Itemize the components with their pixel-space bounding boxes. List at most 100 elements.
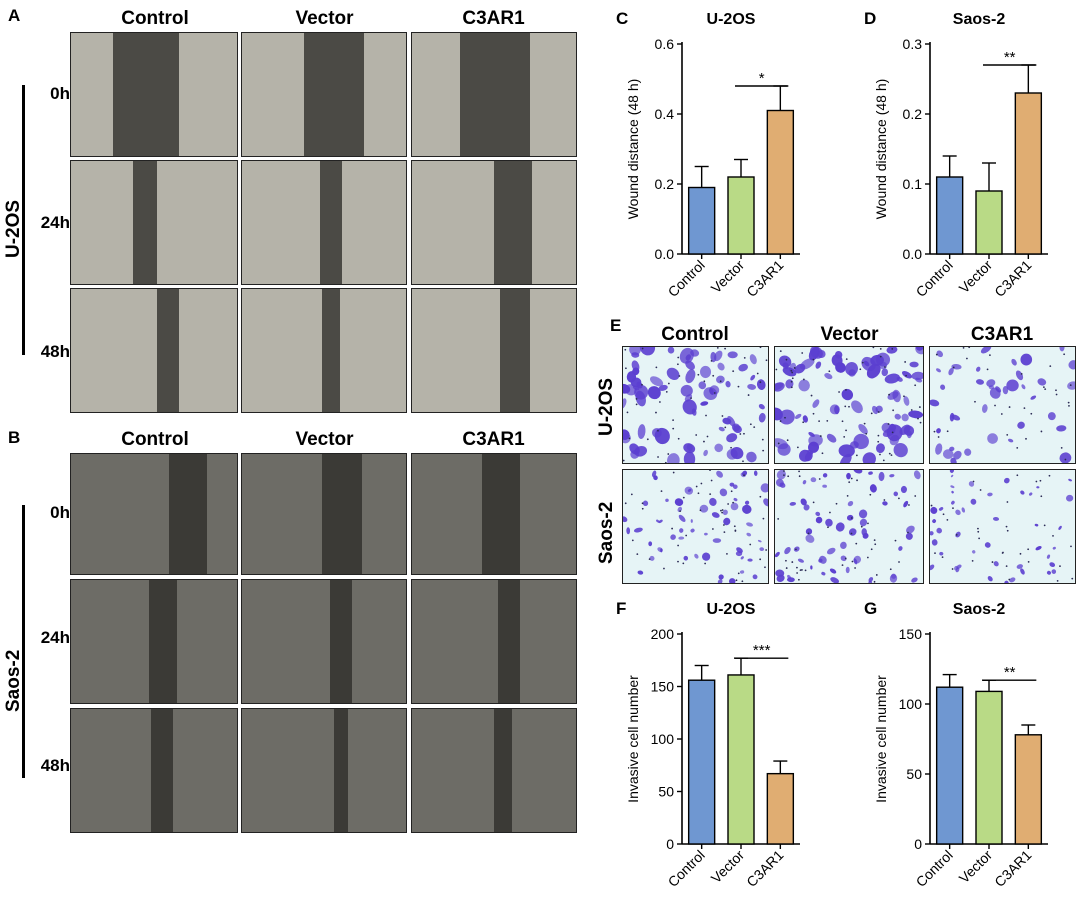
pore-dot [1030,412,1033,415]
stained-cell [658,384,668,391]
pore-dot [695,485,698,488]
wound-image-saos2-c3ar1-24h [411,579,577,704]
pore-dot [952,507,954,510]
stained-cell [667,347,675,354]
stained-cell [956,564,962,569]
pore-dot [844,557,847,560]
col-header-control: Control [121,429,189,450]
pore-dot [1043,386,1045,388]
pore-dot [730,446,732,449]
stained-cell [711,512,720,518]
pore-dot [786,439,789,442]
stained-cell [709,497,717,506]
stained-cell [826,433,837,443]
pore-dot [663,567,665,570]
x-tick-label: Control [665,257,708,300]
stained-cell [679,528,684,533]
pore-dot [846,494,849,497]
pore-dot [759,381,762,384]
bar-c3ar1 [1014,734,1043,845]
pore-dot [655,411,657,414]
stained-cell [1052,546,1056,550]
pore-dot [807,532,810,535]
pore-dot [665,390,668,393]
pore-dot [723,524,725,526]
stained-cell [1009,577,1016,583]
stained-cell [733,497,738,502]
stained-cell [830,577,839,583]
pore-dot [845,429,847,432]
pore-dot [628,437,631,440]
stained-cell [949,470,954,473]
pore-dot [737,572,740,575]
stained-cell [899,424,911,435]
stained-cell [835,362,846,373]
wound-image-saos2-c3ar1-0h [411,453,577,575]
pore-dot [875,574,878,576]
pore-dot [672,471,675,474]
stained-cell [835,522,845,532]
bar-control [687,679,716,845]
stained-cell [723,517,731,526]
bar-control [935,686,964,845]
stained-cell [735,551,743,557]
pore-dot [779,420,782,423]
pore-dot [710,479,713,482]
pore-dot [799,569,802,572]
pore-dot [851,560,854,563]
stained-cell [1049,562,1056,568]
pore-dot [883,499,886,501]
stained-cell [1067,381,1075,390]
pore-dot [879,355,882,358]
wound-image-saos2-vector-24h [241,579,407,704]
pore-dot [1068,405,1070,407]
stained-cell [889,574,898,583]
pore-dot [1006,434,1009,436]
pore-dot [812,501,815,504]
stained-cell [699,504,709,513]
transwell-image-u2os-vector [774,346,924,464]
col-header-vector: Vector [295,429,354,450]
pore-dot [721,415,724,417]
pore-dot [1044,388,1047,390]
pore-dot [716,347,719,349]
stained-cell [893,443,908,458]
pore-dot [1049,365,1052,368]
pore-dot [877,440,880,443]
pore-dot [919,421,922,424]
stained-cell [810,565,813,570]
stained-cell [680,384,693,397]
pore-dot [790,380,793,383]
pore-dot [682,562,685,565]
pore-dot [730,490,733,493]
stained-cell [951,490,954,494]
stained-cell [886,347,898,354]
panel-label-e: E [610,316,622,335]
pore-dot [657,456,659,458]
y-tick-label: 0.0 [903,246,923,262]
transwell-image-saos2-control [622,469,769,584]
stained-cell [633,527,643,533]
pore-dot [719,380,722,383]
stained-cell [714,443,724,453]
pore-dot [677,437,680,440]
stained-cell [758,412,766,423]
stained-cell [726,448,738,460]
y-tick-label: 50 [906,766,922,782]
pore-dot [908,504,910,506]
time-label-24h: 24h [40,213,70,232]
stained-cell [690,528,695,533]
pore-dot [762,449,765,452]
pore-dot [783,470,785,472]
x-tick-label: Vector [708,257,748,297]
stained-cell [634,445,648,457]
stained-cell [717,362,725,371]
pore-dot [818,420,820,423]
x-tick-label: C3AR1 [991,847,1034,890]
wound-image-saos2-vector-0h [241,453,407,575]
pore-dot [720,509,722,512]
wound-image-u2os-vector-0h [241,32,407,157]
stained-cell [950,457,957,463]
pore-dot [802,378,805,381]
pore-dot [709,470,711,471]
